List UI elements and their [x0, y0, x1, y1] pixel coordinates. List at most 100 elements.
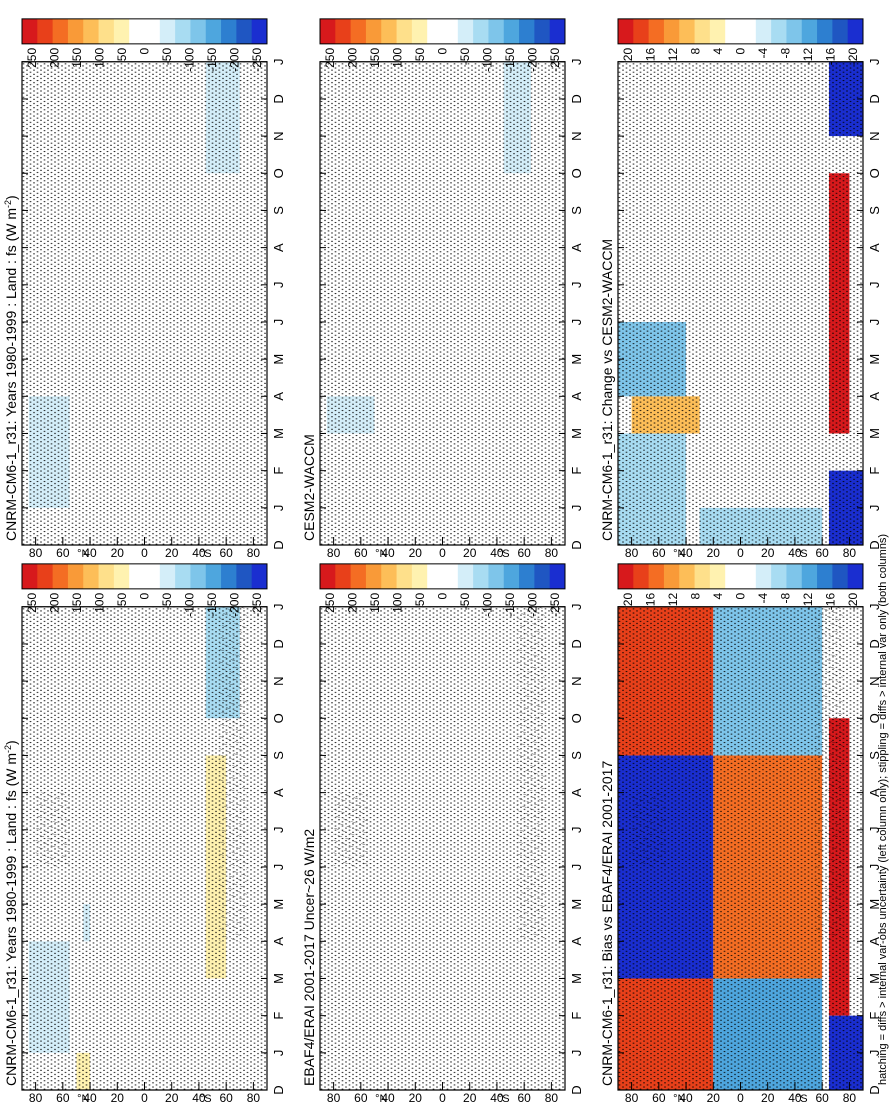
- month-label: J: [271, 505, 286, 512]
- colorbar-swatch: [427, 18, 443, 44]
- colorbar-tick-label: 250: [25, 593, 39, 613]
- colorbar-swatch: [381, 18, 398, 44]
- colorbar-swatch: [817, 18, 833, 44]
- colorbar-tick-label: -12: [801, 48, 815, 66]
- colorbar-tick-label: 50: [115, 48, 129, 62]
- colorbar-swatch: [37, 18, 54, 44]
- lat-label: 80: [29, 546, 43, 560]
- panel-title: CNRM-CM6-1_r31: Years 1980-1999 : Land :…: [3, 195, 19, 541]
- lat-label: 20: [463, 1091, 477, 1105]
- colorbar-swatch: [473, 563, 489, 589]
- lat-label: 40: [679, 546, 693, 560]
- colorbar-swatch: [679, 18, 696, 44]
- lat-label: 40: [788, 546, 802, 560]
- month-label: O: [271, 168, 286, 178]
- lat-label: 0: [737, 546, 744, 560]
- colorbar-swatch: [725, 563, 741, 589]
- colorbar-swatch: [251, 563, 268, 589]
- colorbar-swatch: [694, 18, 711, 44]
- colorbar-swatch: [175, 563, 191, 589]
- colorbar-tick-label: 100: [391, 593, 405, 613]
- month-label: A: [271, 788, 286, 797]
- lat-label: 40: [679, 1091, 693, 1105]
- lat-label: 40: [788, 1091, 802, 1105]
- month-label: F: [569, 467, 584, 475]
- lat-label: 20: [165, 1091, 179, 1105]
- colorbar-frame: [617, 18, 864, 45]
- lat-label: 80: [247, 546, 261, 560]
- month-label: A: [867, 392, 882, 401]
- colorbar-swatch: [663, 563, 680, 589]
- colorbar-tick-label: -16: [824, 593, 838, 611]
- colorbar-swatch: [817, 563, 833, 589]
- colorbar-swatch: [801, 18, 818, 44]
- month-label: J: [271, 59, 286, 66]
- colorbar-tick-label: -250: [548, 593, 562, 617]
- stipple-overlay: [22, 61, 267, 545]
- hatch-overlay-south: [815, 606, 843, 942]
- colorbar: 250 200 150 100 50 0 -50 -100 -150 -200 -250: [319, 563, 566, 617]
- lat-label: 80: [327, 546, 341, 560]
- colorbar-swatch: [190, 563, 207, 589]
- lat-label: 60: [56, 1091, 70, 1105]
- panel-title-main: CNRM-CM6-1_r31: Change vs CESM2-WACCM: [599, 239, 615, 541]
- colorbar-tick-label: -8: [779, 48, 793, 59]
- month-label: D: [867, 94, 882, 103]
- month-label: F: [867, 1012, 882, 1020]
- colorbar-tick-label: 150: [368, 593, 382, 613]
- colorbar-swatch: [236, 563, 253, 589]
- colorbar-tick-label: -100: [183, 593, 197, 617]
- month-label: A: [569, 788, 584, 797]
- month-label: J: [867, 319, 882, 326]
- month-label: A: [867, 937, 882, 946]
- month-label: M: [569, 973, 584, 984]
- month-label: J: [867, 604, 882, 611]
- lat-label: 80: [327, 1091, 341, 1105]
- colorbar-swatch: [396, 563, 413, 589]
- month-label: N: [569, 676, 584, 685]
- panel-title-main: CNRM-CM6-1_r31: Years 1980-1999 : Land :…: [3, 208, 19, 541]
- colorbar-tick-label: 250: [323, 593, 337, 613]
- colorbar-tick-label: -200: [526, 48, 540, 72]
- colorbar-swatch: [205, 18, 222, 44]
- lat-label: 40: [83, 1091, 97, 1105]
- month-label: J: [867, 505, 882, 512]
- lat-label: 80: [247, 1091, 261, 1105]
- month-label: D: [271, 639, 286, 648]
- hatch-overlay: [333, 792, 368, 867]
- colorbar-tick-label: -16: [824, 48, 838, 66]
- colorbar-swatch: [832, 18, 849, 44]
- south-label: °S: [200, 1093, 212, 1105]
- colorbar-tick-label: -50: [160, 48, 174, 66]
- colorbar-tick-label: -250: [548, 48, 562, 72]
- colorbar-tick-label: -250: [250, 48, 264, 72]
- month-label: J: [867, 827, 882, 834]
- colorbar-tick-label: -8: [779, 593, 793, 604]
- colorbar-swatch: [98, 18, 115, 44]
- month-label: J: [271, 282, 286, 289]
- lat-label: 60: [219, 546, 233, 560]
- month-label: D: [271, 94, 286, 103]
- colorbar-swatch: [52, 563, 69, 589]
- month-label: F: [271, 467, 286, 475]
- lat-label: 20: [761, 546, 775, 560]
- colorbar-tick-label: 8: [689, 48, 703, 55]
- lat-label: 60: [815, 546, 829, 560]
- south-label: °S: [200, 548, 212, 560]
- colorbar-swatch: [709, 18, 726, 44]
- lat-label: 40: [83, 546, 97, 560]
- colorbar-tick-label: 4: [711, 593, 725, 600]
- colorbar-tick-label: -50: [160, 593, 174, 611]
- north-label: °N: [673, 1093, 685, 1105]
- month-label: J: [271, 864, 286, 871]
- south-label: °S: [498, 548, 510, 560]
- month-label: D: [569, 639, 584, 648]
- colorbar-tick-label: 0: [436, 593, 450, 600]
- colorbar-swatch: [22, 18, 38, 44]
- lat-label: 80: [29, 1091, 43, 1105]
- lat-label: 20: [111, 546, 125, 560]
- colorbar-tick-label: -200: [526, 593, 540, 617]
- lat-label: 80: [625, 1091, 639, 1105]
- lat-label: 60: [652, 546, 666, 560]
- month-label: M: [569, 899, 584, 910]
